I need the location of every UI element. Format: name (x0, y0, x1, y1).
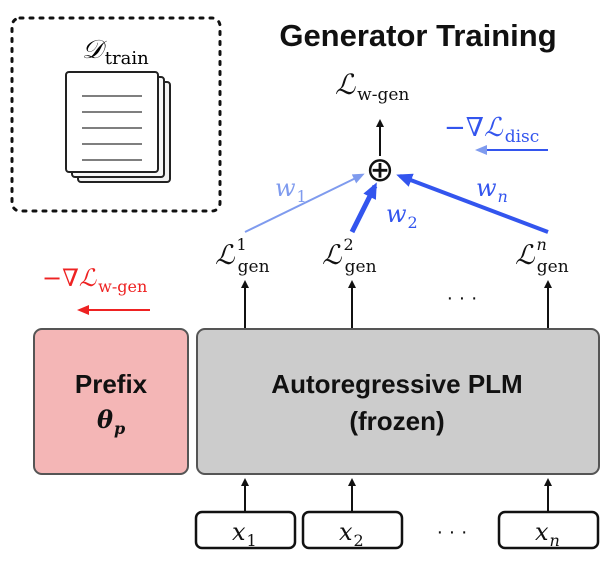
weight-label-2: w2 (386, 200, 418, 232)
plm-box (196, 328, 600, 475)
weight-label-n: wn (476, 174, 508, 206)
input-label-1: x1 (232, 518, 257, 550)
prefix-box (33, 328, 189, 475)
prefix-label: Prefix (75, 369, 148, 399)
gen-loss-1: ℒ 1 gen (215, 235, 270, 277)
prefix-theta: θp (97, 405, 125, 438)
diagram-title: Generator Training (279, 18, 556, 53)
weight-arrow-1 (244, 173, 365, 233)
weight-arrow-2 (349, 182, 378, 234)
disc-gradient-label: −∇ℒ disc (444, 113, 539, 147)
plm-label-line2: (frozen) (349, 406, 444, 436)
input-box-1 (194, 510, 297, 550)
input-label-n: xn (535, 518, 560, 550)
loss-ellipsis: · · · (446, 287, 477, 309)
input-ellipsis: · · · (436, 521, 467, 543)
sum-node: ⊕ (366, 150, 395, 190)
dataset-box (10, 16, 222, 213)
document-stack-icon (65, 71, 171, 183)
gen-loss-2: ℒ 2 gen (322, 235, 377, 277)
input-label-2: x2 (339, 518, 364, 550)
weight-arrow-n (396, 173, 549, 234)
wgen-gradient-label: −∇ℒ w-gen (42, 264, 147, 296)
input-box-n (497, 510, 600, 550)
input-box-2 (301, 510, 404, 550)
weight-label-1: w1 (275, 174, 307, 206)
plm-label-line1: Autoregressive PLM (271, 369, 522, 399)
